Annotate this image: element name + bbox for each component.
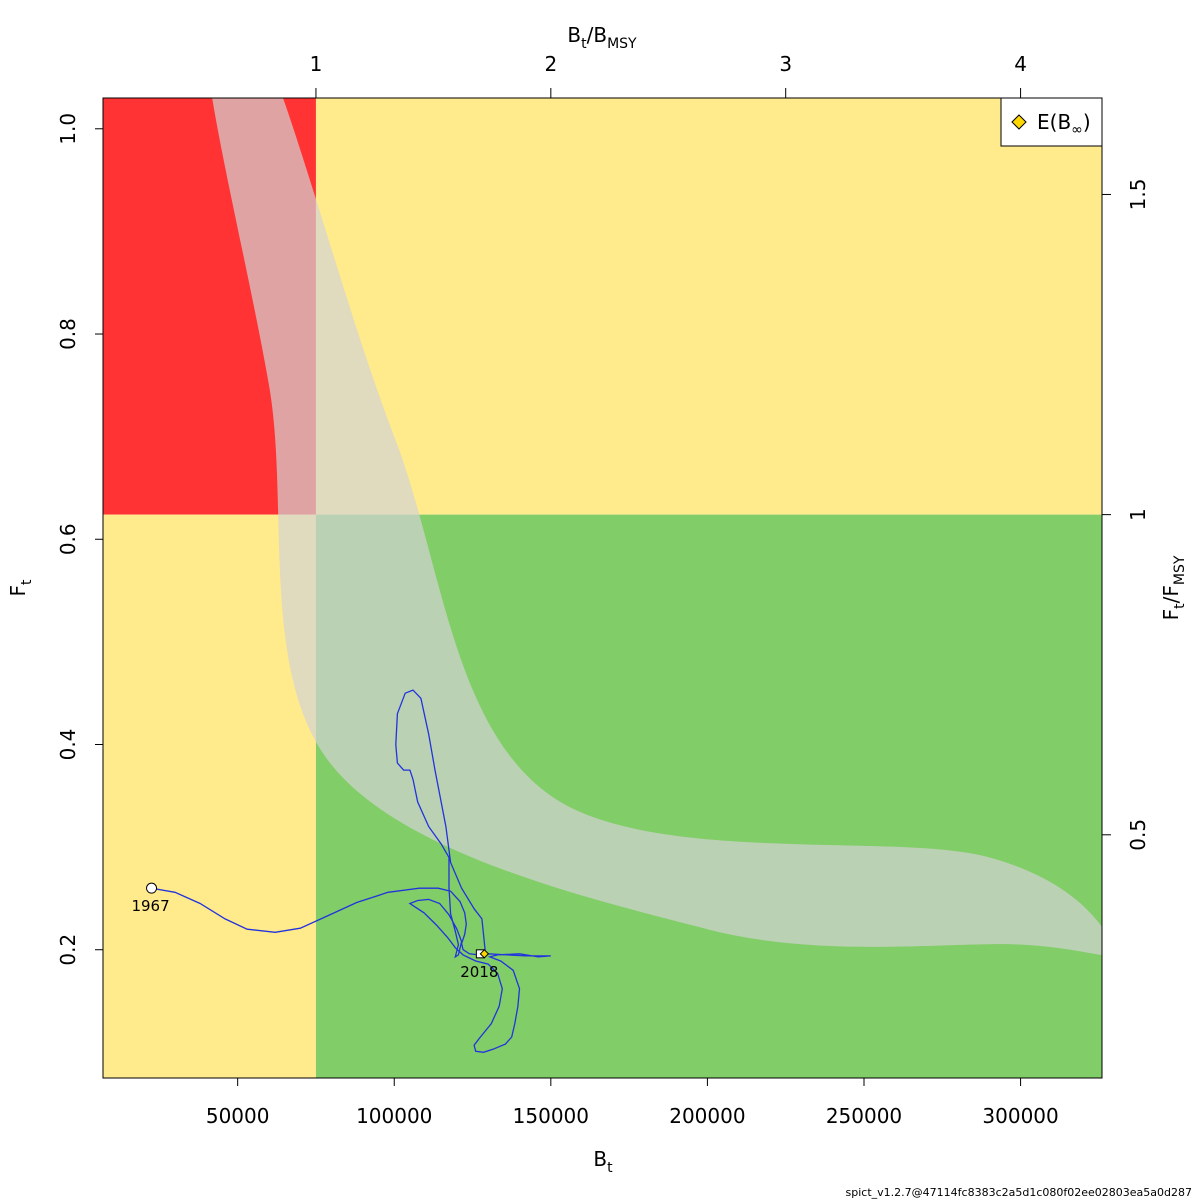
x-tick-label: 150000 [513, 1104, 589, 1128]
version-footer: spict_v1.2.7@47114fc8383c2a5d1c080f02ee0… [846, 1186, 1192, 1199]
y-tick-label: 1.0 [56, 113, 80, 145]
top-axis-title: Bt/BMSY [567, 23, 637, 52]
right-tick-label: 1 [1126, 508, 1150, 521]
x-tick-label: 200000 [669, 1104, 745, 1128]
top-tick-label: 3 [779, 52, 792, 76]
top-tick-label: 4 [1014, 52, 1027, 76]
x-tick-label: 100000 [356, 1104, 432, 1128]
y-tick-label: 0.2 [56, 934, 80, 966]
right-tick-label: 1.5 [1126, 179, 1150, 211]
end-year-label: 2018 [460, 963, 498, 981]
plot-area [103, 98, 1102, 1078]
confidence-region [212, 98, 1102, 955]
start-year-label: 1967 [131, 897, 169, 915]
x-axis-title: Bt [593, 1147, 613, 1176]
x-tick-label: 300000 [982, 1104, 1058, 1128]
plot-frame [102, 97, 1103, 1079]
y-axis: 0.2 0.4 0.6 0.8 1.0 [56, 113, 103, 966]
right-axis: 0.5 1 1.5 [1102, 179, 1150, 851]
y-tick-label: 0.4 [56, 729, 80, 761]
legend: E(B∞) [1000, 97, 1103, 147]
zone-yellow-left [103, 514, 316, 1078]
zone-yellow-top [315, 98, 1102, 515]
trajectory-line [151, 689, 551, 1053]
right-tick-label: 0.5 [1126, 819, 1150, 851]
x-axis: 50000 100000 150000 200000 250000 300000 [206, 1078, 1059, 1128]
equilibrium-diamond [479, 949, 490, 959]
top-axis: 1 2 3 4 [310, 52, 1027, 98]
y-tick-label: 0.8 [56, 318, 80, 350]
y-tick-label: 0.6 [56, 523, 80, 555]
x-tick-label: 250000 [826, 1104, 902, 1128]
start-point [146, 882, 158, 894]
legend-diamond-icon [1011, 114, 1027, 130]
right-axis-title: Ft/FMSY [1159, 555, 1188, 620]
x-tick-label: 50000 [206, 1104, 270, 1128]
top-tick-label: 2 [544, 52, 557, 76]
legend-label: E(B∞) [1037, 110, 1091, 138]
top-tick-label: 1 [310, 52, 323, 76]
y-axis-title: Ft [6, 579, 35, 597]
